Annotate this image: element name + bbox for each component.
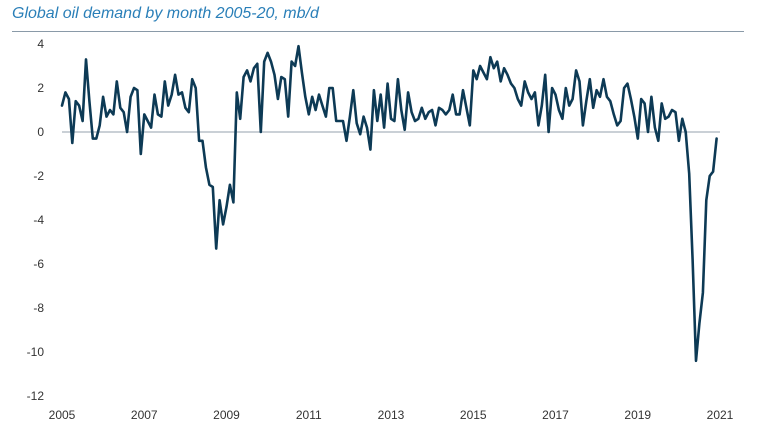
- series-line: [60, 44, 718, 363]
- y-tick-label: -12: [27, 389, 45, 403]
- y-tick-label: -2: [33, 169, 44, 183]
- y-tick-label: -8: [33, 301, 44, 315]
- x-tick-label: 2017: [542, 408, 569, 422]
- y-tick-labels: 4 2 0 -2 -4 -6 -8 -10 -12: [27, 37, 45, 403]
- x-tick-labels: 2005 2007 2009 2011 2013 2015 2017 2019 2021: [49, 408, 734, 422]
- x-tick-label: 2021: [707, 408, 734, 422]
- series-group: [60, 44, 718, 363]
- x-tick-label: 2019: [624, 408, 651, 422]
- x-tick-label: 2013: [378, 408, 405, 422]
- x-tick-label: 2007: [131, 408, 158, 422]
- x-tick-label: 2009: [213, 408, 240, 422]
- y-tick-label: 0: [37, 125, 44, 139]
- chart-title: Global oil demand by month 2005-20, mb/d: [12, 5, 319, 22]
- y-tick-label: -6: [33, 257, 44, 271]
- x-tick-label: 2011: [296, 408, 322, 422]
- y-tick-label: -4: [33, 213, 44, 227]
- y-tick-label: -10: [27, 345, 45, 359]
- y-tick-label: 4: [37, 37, 44, 51]
- x-tick-label: 2005: [49, 408, 76, 422]
- y-tick-label: 2: [37, 81, 44, 95]
- title-rule: [12, 31, 744, 32]
- x-tick-label: 2015: [460, 408, 487, 422]
